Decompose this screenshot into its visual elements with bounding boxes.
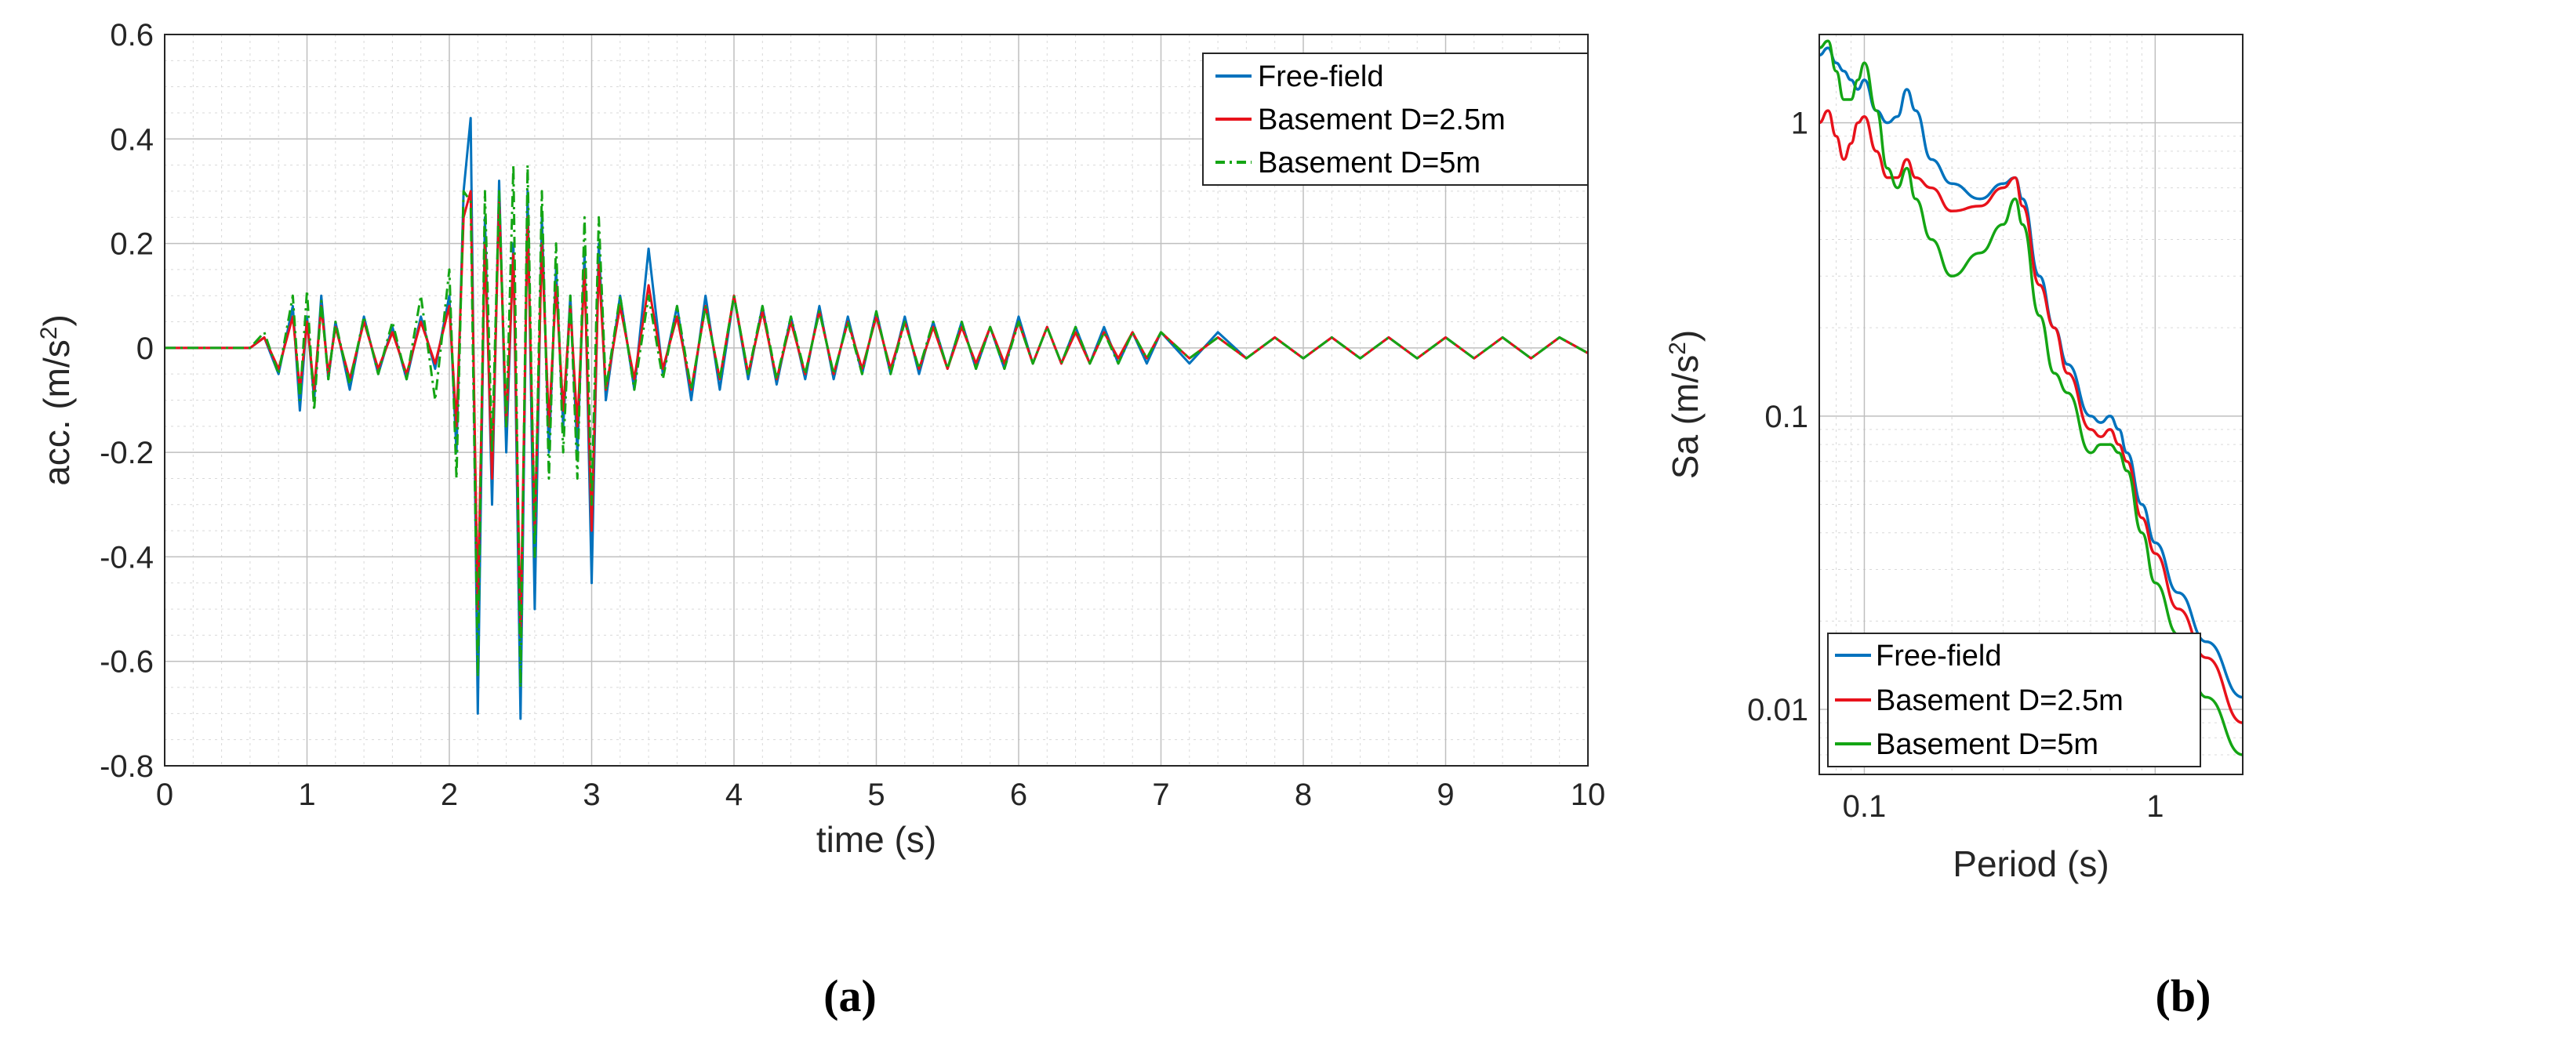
chart-b-ylabel-close: ) [1665, 330, 1706, 342]
chart-a-xtick-label: 0 [156, 778, 173, 812]
chart-b-ylabel-sup: 2 [1665, 342, 1691, 355]
chart-a-ytick-label: 0.4 [110, 122, 154, 157]
chart-b-legend-label-free-field: Free-field [1876, 640, 2002, 673]
chart-a-xtick-label: 4 [725, 778, 743, 812]
chart-a-legend-label-free-field: Free-field [1258, 60, 1384, 93]
chart-a-ylabel: acc. (m/s2) [36, 314, 77, 486]
panel-label-a: (a) [823, 970, 877, 1021]
chart-a-series-line-basement-d-5m [165, 164, 1589, 689]
chart-a-xtick-label: 10 [1571, 778, 1606, 812]
chart-a-xtick-label: 1 [298, 778, 315, 812]
chart-b-series [1818, 39, 2244, 756]
chart-b: 0.1 1 0.01 0.1 1 Period (s) Sa (m/s2) Free-f… [1665, 34, 2244, 1021]
chart-a-ytick-label: 0.2 [110, 227, 154, 262]
chart-a-ytick-label: 0 [136, 332, 154, 366]
chart-a: 0 1 2 3 4 5 6 7 8 9 10 -0.8 -0.6 -0.4 -0.2 0 0.2 0.4 0.6 t… [36, 18, 1605, 1021]
chart-b-xlabel: Period (s) [1953, 843, 2109, 884]
chart-b-ytick-label: 1 [1791, 107, 1808, 141]
chart-b-tick-labels: 0.1 1 0.01 0.1 1 [1747, 107, 2164, 824]
chart-b-legend-box [1827, 633, 2201, 767]
chart-a-xtick-label: 2 [441, 778, 458, 812]
chart-a-xtick-label: 7 [1152, 778, 1169, 812]
chart-a-xtick-label: 5 [867, 778, 885, 812]
chart-a-ytick-label: -0.8 [100, 749, 154, 784]
chart-b-ytick-label: 0.1 [1764, 400, 1808, 434]
chart-a-ytick-label: -0.4 [100, 540, 154, 575]
chart-a-legend-box [1202, 53, 1589, 186]
chart-a-tick-labels: 0 1 2 3 4 5 6 7 8 9 10 -0.8 -0.6 -0.4 -0.2 0 0.2 0.4 0.6 [100, 18, 1605, 812]
chart-a-series [165, 117, 1589, 720]
chart-b-series-line-basement-d-2-5m [1818, 109, 2244, 724]
chart-a-xtick-label: 9 [1437, 778, 1454, 812]
chart-a-xtick-label: 3 [583, 778, 600, 812]
chart-a-ylabel-text: acc. (m/s [36, 339, 77, 486]
chart-b-frame [1818, 34, 2244, 775]
chart-a-xtick-label: 6 [1010, 778, 1027, 812]
chart-b-series-line-basement-d-5m [1818, 39, 2244, 756]
chart-b-ylabel-text: Sa (m/s [1665, 355, 1706, 479]
chart-b-legend-label-basement-5m: Basement D=5m [1876, 728, 2098, 761]
panel-label-b: (b) [2156, 970, 2211, 1021]
chart-a-frame [164, 34, 1589, 767]
chart-b-legend-label-basement-2-5m: Basement D=2.5m [1876, 684, 2124, 717]
chart-a-ytick-label: 0.6 [110, 18, 154, 53]
chart-a-legend: Free-field Basement D=2.5m Basement D=5m [1202, 53, 1589, 186]
chart-a-ytick-label: -0.6 [100, 645, 154, 680]
chart-a-grid [164, 34, 1589, 767]
chart-a-legend-label-basement-2-5m: Basement D=2.5m [1258, 103, 1506, 136]
chart-b-legend: Free-field Basement D=2.5m Basement D=5m [1827, 633, 2201, 767]
chart-b-xtick-label: 1 [2146, 789, 2164, 824]
chart-a-ylabel-sup: 2 [36, 327, 62, 340]
chart-a-ylabel-close: ) [36, 314, 77, 326]
chart-b-ytick-label: 0.01 [1747, 693, 1808, 727]
chart-a-xtick-label: 8 [1295, 778, 1312, 812]
chart-a-xlabel: time (s) [816, 819, 936, 860]
chart-b-ylabel: Sa (m/s2) [1665, 330, 1706, 479]
chart-a-legend-label-basement-5m: Basement D=5m [1258, 147, 1481, 179]
chart-a-ytick-label: -0.2 [100, 436, 154, 470]
chart-b-xtick-label: 0.1 [1843, 789, 1887, 824]
